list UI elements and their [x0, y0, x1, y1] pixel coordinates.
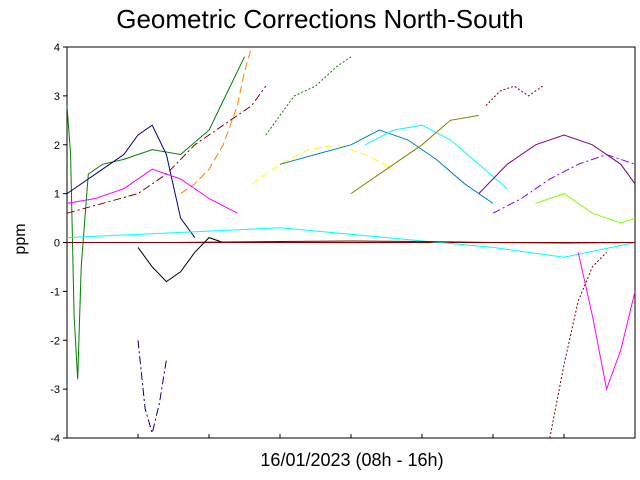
x-axis-ticks: [66, 434, 636, 438]
y-tick-label: -2: [50, 335, 60, 347]
y-axis-ticks: 4 3 2 1 0 -1 -2 -3 -4: [50, 42, 67, 445]
series-line-15: [535, 193, 636, 224]
series-line-18: [549, 251, 607, 439]
series-line-12: [478, 134, 636, 194]
y-tick-label: 3: [54, 91, 60, 103]
x-axis-label: 16/01/2023 (08h - 16h): [260, 450, 444, 470]
chart-title: Geometric Corrections North-South: [116, 4, 524, 34]
y-tick-label: 0: [54, 238, 60, 250]
series-line-10: [364, 124, 508, 190]
series-line-8: [251, 144, 394, 185]
y-tick-label: 1: [54, 189, 60, 201]
series-line-13: [492, 153, 636, 214]
series-line-16: [66, 227, 636, 258]
series-line-14: [485, 85, 543, 107]
series-line-6: [66, 168, 238, 214]
y-tick-label: -4: [50, 433, 60, 445]
y-tick-label: -1: [50, 286, 60, 298]
series-line-11: [350, 114, 479, 195]
series-layer: [66, 46, 636, 439]
series-line-17: [577, 252, 636, 391]
series-line-5: [180, 46, 253, 195]
series-line-19: [137, 340, 167, 436]
y-tick-label: -3: [50, 384, 60, 396]
y-tick-label: 4: [54, 42, 60, 54]
y-tick-label: 2: [54, 140, 60, 152]
series-line-4: [66, 85, 267, 214]
series-line-7: [265, 56, 352, 136]
series-line-20: [67, 240, 636, 244]
series-line-2: [66, 124, 196, 238]
series-line-9: [279, 129, 494, 204]
series-line-3: [137, 237, 224, 283]
series-line-1: [66, 56, 245, 380]
